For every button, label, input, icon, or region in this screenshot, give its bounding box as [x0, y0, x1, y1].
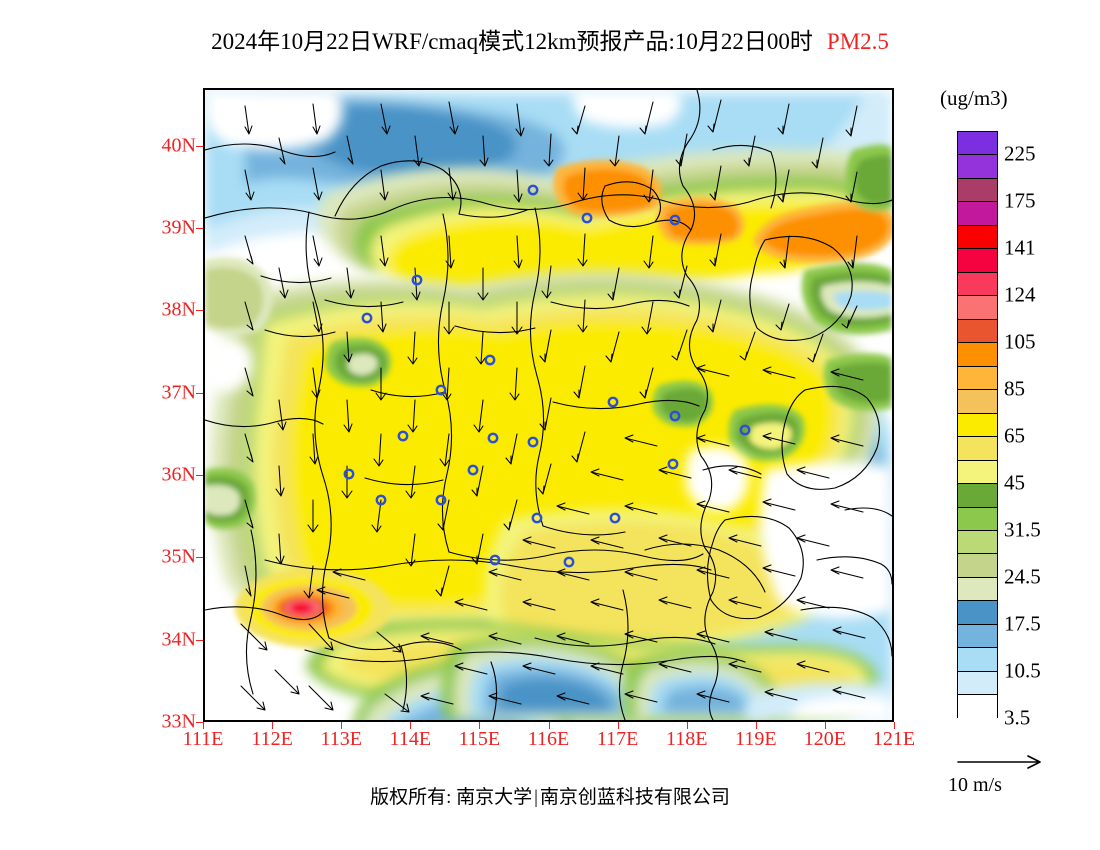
wind-scale-key: 10 m/s [946, 752, 1086, 808]
longitude-tick-label: 111E [182, 728, 224, 750]
longitude-tick-label: 117E [596, 728, 639, 750]
colorbar-swatch [958, 484, 997, 508]
colorbar-swatch [958, 296, 997, 320]
longitude-tick-label: 119E [735, 728, 777, 750]
colorbar-swatch [958, 695, 997, 719]
latitude-tick-label: 36N [161, 463, 196, 486]
colorbar-swatch [958, 178, 997, 203]
colorbar-tick-label: 45 [1004, 470, 1025, 495]
colorbar-swatch [958, 413, 997, 438]
wind-arrow-icon [957, 755, 1041, 769]
colorbar-swatch [958, 554, 997, 578]
colorbar-tick-label: 65 [1004, 423, 1025, 448]
copyright-footer: 版权所有: 南京大学 | 南京创蓝科技有限公司 [0, 782, 1100, 809]
latitude-tick-label: 33N [161, 710, 196, 733]
colorbar-swatch [958, 366, 997, 391]
latitude-tick [196, 557, 203, 559]
colorbar-swatch [958, 601, 997, 625]
longitude-tick [617, 722, 619, 729]
longitude-tick [479, 722, 481, 729]
colorbar-tick-label: 124 [1004, 282, 1036, 307]
longitude-tick [272, 722, 274, 729]
colorbar-swatch [958, 155, 997, 179]
latitude-tick [196, 392, 203, 394]
colorbar-swatch [958, 202, 997, 226]
longitude-tick [686, 722, 688, 729]
latitude-tick-label: 39N [161, 216, 196, 239]
longitude-tick [548, 722, 550, 729]
latitude-tick-label: 34N [161, 628, 196, 651]
footer-separator: | [534, 787, 538, 808]
longitude-tick-label: 115E [458, 728, 501, 750]
colorbar-tick-label: 24.5 [1004, 564, 1041, 589]
longitude-tick-label: 121E [872, 728, 916, 750]
colorbar-tick-label: 85 [1004, 376, 1025, 401]
footer-company: 南京创蓝科技有限公司 [539, 787, 730, 808]
forecast-map-panel[interactable] [203, 88, 894, 722]
longitude-tick-label: 118E [665, 728, 708, 750]
longitude-tick [203, 722, 204, 729]
colorbar-swatch [958, 249, 997, 273]
colorbar-swatch [958, 225, 997, 250]
colorbar-tick-label: 3.5 [1004, 705, 1031, 730]
longitude-tick [894, 722, 895, 729]
colorbar-tick-label: 175 [1004, 188, 1036, 213]
page-title: 2024年10月22日WRF/cmaq模式12km预报产品:10月22日00时 P… [0, 22, 1100, 56]
colorbar-units: (ug/m3) [940, 86, 1008, 110]
page-title-variable: PM2.5 [826, 29, 889, 54]
colorbar-tick-label: 105 [1004, 329, 1036, 354]
colorbar-swatch [958, 319, 997, 344]
longitude-tick [824, 722, 826, 729]
colorbar-tick-label: 31.5 [1004, 517, 1041, 542]
footer-owner: 版权所有: 南京大学 [370, 787, 533, 808]
longitude-tick [410, 722, 412, 729]
colorbar-swatch [958, 507, 997, 531]
longitude-tick [341, 722, 343, 729]
colorbar-swatch [958, 272, 997, 297]
pm25-contour-field [205, 90, 892, 720]
colorbar-swatch [958, 624, 997, 649]
colorbar-swatch [958, 343, 997, 367]
latitude-tick-label: 38N [161, 298, 196, 321]
latitude-tick [196, 310, 203, 312]
colorbar-swatch [958, 132, 997, 156]
colorbar-tick-label: 141 [1004, 235, 1036, 260]
colorbar-swatch [958, 437, 997, 461]
latitude-tick-label: 35N [161, 545, 196, 568]
colorbar-tick-label: 225 [1004, 141, 1036, 166]
wind-scale-label: 10 m/s [948, 774, 1002, 796]
latitude-tick [196, 474, 203, 476]
longitude-tick-label: 112E [251, 728, 293, 750]
latitude-tick-label: 40N [161, 134, 196, 157]
colorbar-tick-label: 17.5 [1004, 611, 1041, 636]
colorbar-swatch [958, 390, 997, 414]
colorbar-swatch [958, 530, 997, 555]
longitude-tick-label: 113E [320, 728, 362, 750]
latitude-tick [196, 145, 203, 147]
latitude-tick-label: 37N [161, 381, 196, 404]
colorbar[interactable] [957, 131, 998, 719]
colorbar-swatch [958, 577, 997, 602]
longitude-tick-label: 116E [527, 728, 570, 750]
page-title-main: 2024年10月22日WRF/cmaq模式12km预报产品:10月22日00时 [211, 29, 813, 54]
colorbar-swatch [958, 460, 997, 485]
longitude-tick [755, 722, 757, 729]
colorbar-swatch [958, 648, 997, 672]
longitude-tick-label: 114E [389, 728, 432, 750]
colorbar-swatch [958, 671, 997, 696]
longitude-tick-label: 120E [803, 728, 846, 750]
latitude-tick [196, 722, 203, 723]
colorbar-tick-label: 10.5 [1004, 658, 1041, 683]
latitude-tick [196, 639, 203, 641]
latitude-tick [196, 227, 203, 229]
